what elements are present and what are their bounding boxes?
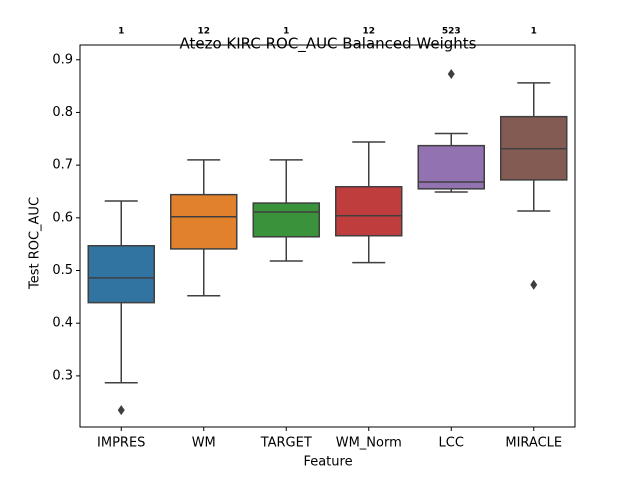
plot-frame: [79, 44, 576, 428]
chart-title: Atezo KIRC ROC_AUC Balanced Weights: [180, 35, 477, 54]
annotation: 12: [362, 27, 375, 37]
x-tick-label: LCC: [439, 436, 464, 451]
y-tick-label: 0.9: [52, 52, 73, 67]
box: [335, 185, 403, 237]
annotation: 12: [197, 27, 210, 37]
x-tick-label: TARGET: [260, 436, 312, 451]
box: [170, 193, 238, 250]
annotation: 1: [118, 27, 124, 37]
y-axis-label: Test ROC_AUC: [28, 197, 43, 290]
outlier: [447, 68, 455, 79]
y-tick-label: 0.8: [52, 105, 73, 120]
y-tick-label: 0.3: [52, 368, 73, 383]
outlier: [117, 405, 125, 416]
box: [252, 202, 320, 238]
y-tick-label: 0.5: [52, 263, 73, 278]
x-tick-label: WM: [192, 436, 216, 451]
box: [87, 244, 155, 304]
outlier: [530, 279, 538, 290]
x-tick-label: IMPRES: [97, 436, 145, 451]
annotation: 1: [531, 27, 537, 37]
y-tick-label: 0.6: [52, 210, 73, 225]
annotation: 523: [442, 27, 461, 37]
x-tick-label: WM_Norm: [336, 436, 402, 451]
x-axis-label: Feature: [303, 455, 352, 470]
x-tick-label: MIRACLE: [505, 436, 562, 451]
annotation: 1: [283, 27, 289, 37]
y-tick-label: 0.7: [52, 158, 73, 173]
y-tick-label: 0.4: [52, 316, 73, 331]
